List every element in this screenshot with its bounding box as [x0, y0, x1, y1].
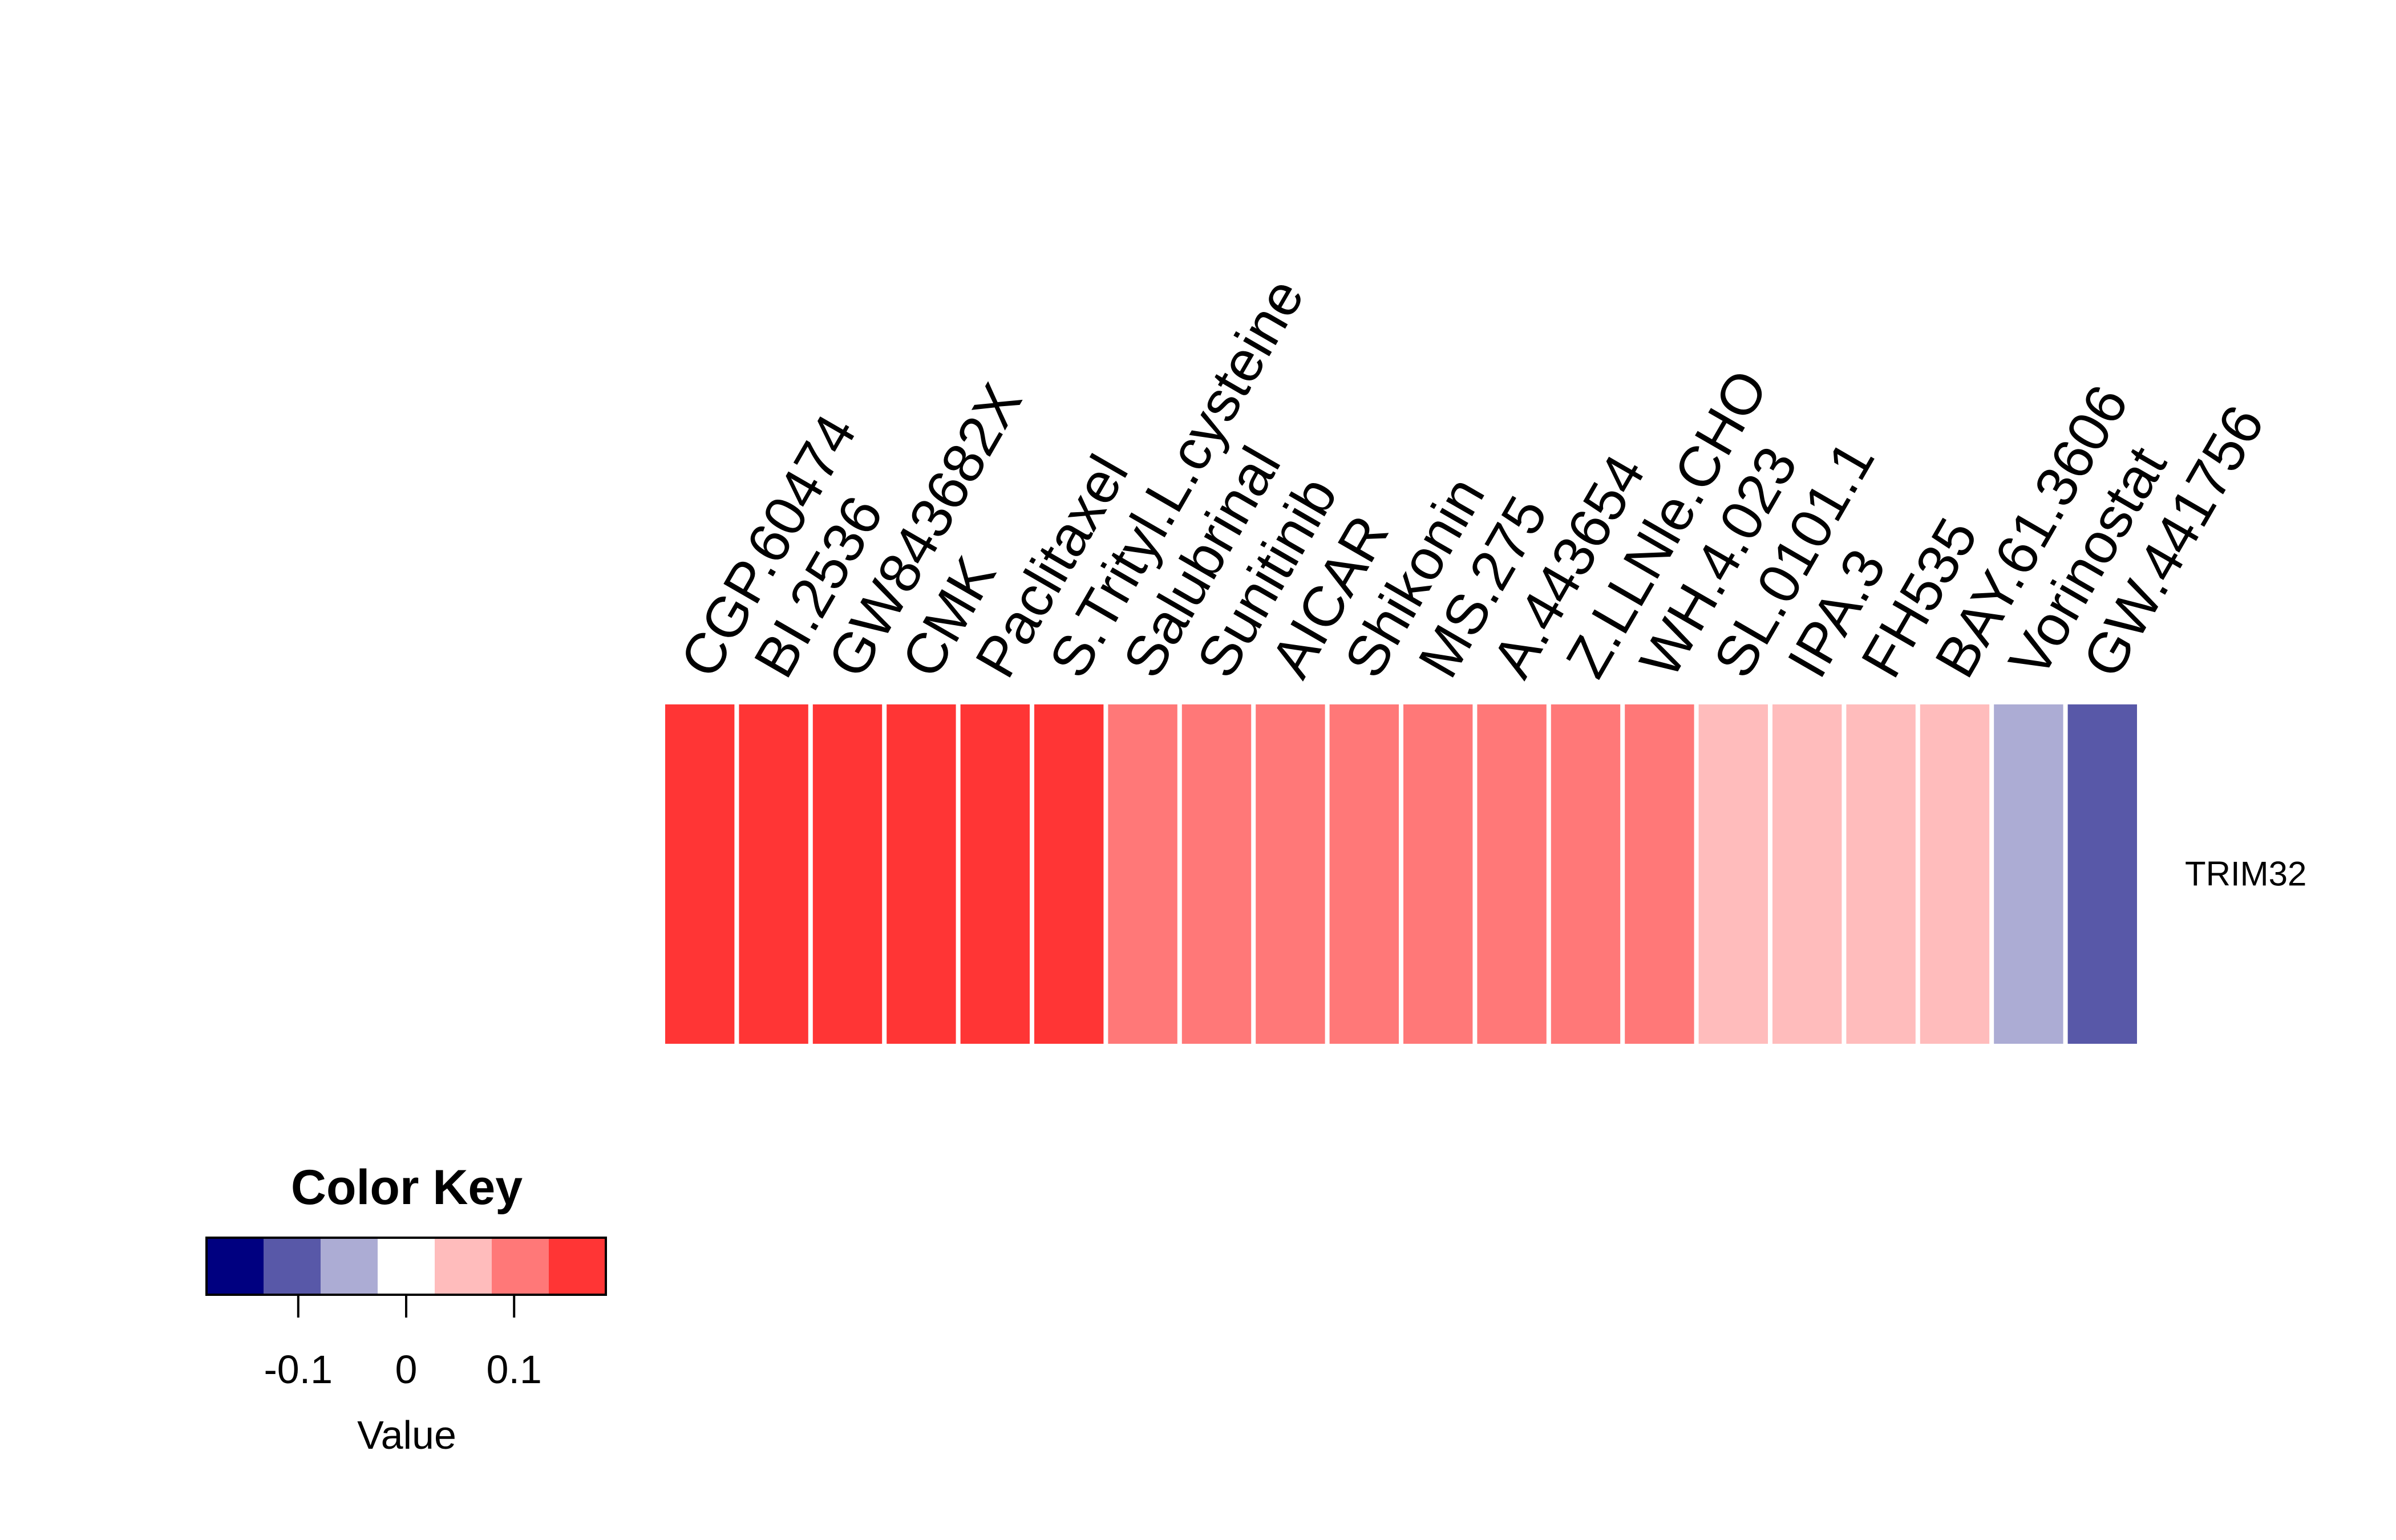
heatmap-cell [2067, 704, 2137, 1044]
heatmap-cell [1551, 704, 1621, 1044]
heatmap-cell [812, 704, 883, 1044]
color-key-axis-label: Value [357, 1413, 456, 1457]
color-key-tick-label: 0 [395, 1347, 418, 1392]
color-key-tick-label: -0.1 [264, 1347, 333, 1392]
heatmap-cell [1034, 704, 1104, 1044]
heatmap-cell [1181, 704, 1252, 1044]
color-key-title: Color Key [291, 1160, 523, 1215]
heatmap-cell [739, 704, 808, 1044]
heatmap-cell [1403, 704, 1473, 1044]
color-key-swatch [492, 1238, 549, 1295]
color-key-tick-label: 0.1 [487, 1347, 542, 1392]
heatmap-cell [1846, 704, 1916, 1044]
heatmap-cell [665, 704, 735, 1044]
color-key-swatches [207, 1238, 606, 1295]
color-key-swatch [321, 1238, 378, 1295]
heatmap-cell [1625, 704, 1694, 1044]
color-key-ticks: -0.1 0 0.1 [264, 1295, 542, 1392]
column-labels: CGP.60474BI.2536GW843682XCMKPaclitaxelS.… [668, 268, 2277, 688]
heatmap-cell [1772, 704, 1842, 1044]
heatmap-cell [887, 704, 956, 1044]
heatmap-cell [1698, 704, 1768, 1044]
color-key: Color Key -0.1 0 0.1 Value [205, 1160, 607, 1457]
row-label: TRIM32 [2185, 855, 2306, 893]
heatmap-cell [960, 704, 1030, 1044]
heatmap-cell [1108, 704, 1177, 1044]
color-key-swatch [264, 1238, 321, 1295]
heatmap-cell [1329, 704, 1399, 1044]
heatmap-cell [1256, 704, 1325, 1044]
heatmap-cells [665, 704, 2137, 1044]
color-key-swatch [378, 1238, 435, 1295]
color-key-swatch [207, 1238, 264, 1295]
heatmap-cell [1994, 704, 2063, 1044]
heatmap-cell [1920, 704, 1990, 1044]
row-labels: TRIM32 [2185, 855, 2306, 893]
heatmap-cell [1477, 704, 1547, 1044]
color-key-swatch [549, 1238, 606, 1295]
color-key-swatch [435, 1238, 492, 1295]
